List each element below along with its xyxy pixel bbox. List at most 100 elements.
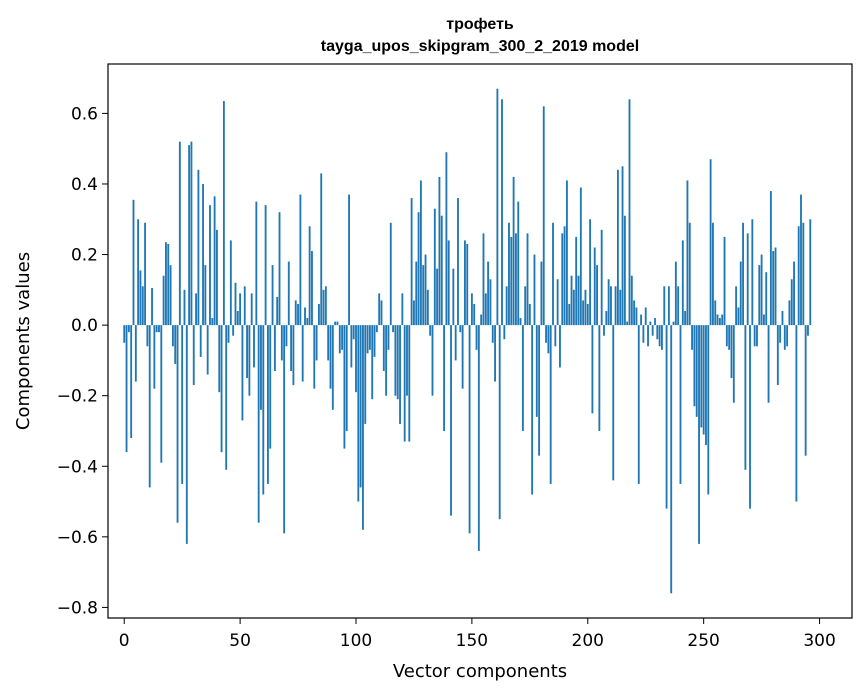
bar-157 (487, 261, 490, 326)
bar-283 (779, 325, 782, 343)
bar-5 (134, 325, 137, 382)
bar-239 (677, 286, 680, 326)
bar-135 (436, 268, 439, 326)
bar-136 (438, 176, 441, 326)
bar-253 (709, 159, 712, 326)
bar-94 (341, 325, 344, 350)
bar-210 (610, 286, 612, 326)
bar-81 (311, 251, 313, 326)
bar-196 (577, 275, 580, 326)
bar-128 (419, 180, 422, 326)
bar-97 (348, 194, 350, 326)
bar-242 (684, 311, 687, 326)
bar-229 (654, 318, 656, 326)
bar-194 (572, 289, 575, 326)
bar-197 (579, 187, 582, 326)
bar-268 (744, 325, 747, 470)
bar-172 (521, 325, 524, 431)
bar-140 (447, 240, 450, 326)
bar-158 (489, 279, 492, 326)
bar-162 (498, 325, 501, 520)
bar-251 (705, 325, 707, 446)
bar-91 (334, 321, 337, 326)
bar-30 (192, 325, 195, 386)
x-tick-label: 0 (119, 631, 130, 651)
bar-184 (549, 325, 552, 484)
bar-272 (753, 325, 756, 347)
bar-104 (364, 325, 367, 424)
bar-99 (352, 325, 355, 340)
bar-139 (445, 152, 448, 326)
bar-192 (568, 303, 571, 326)
bar-235 (667, 286, 670, 326)
bar-166 (508, 222, 510, 326)
bar-145 (459, 325, 462, 333)
bar-233 (663, 286, 666, 326)
bar-257 (718, 318, 721, 326)
bar-1 (125, 325, 128, 453)
bar-39 (213, 196, 216, 326)
bar-191 (565, 180, 568, 326)
bar-101 (357, 325, 360, 502)
bar-9 (144, 222, 147, 326)
bar-182 (545, 325, 547, 343)
bar-287 (788, 300, 791, 326)
bar-293 (802, 222, 805, 326)
bar-20 (169, 265, 172, 326)
bar-110 (378, 293, 381, 326)
bar-170 (517, 201, 520, 326)
bar-90 (331, 325, 334, 410)
x-tick-label: 250 (687, 631, 719, 651)
bar-83 (315, 325, 318, 361)
bar-150 (470, 293, 473, 326)
bar-175 (528, 303, 531, 326)
bar-147 (464, 240, 466, 326)
bar-169 (515, 233, 517, 326)
bar-127 (417, 212, 420, 326)
bar-199 (584, 289, 587, 326)
bar-292 (800, 194, 802, 326)
bar-32 (197, 169, 200, 326)
bar-236 (670, 325, 673, 594)
bar-113 (385, 325, 388, 396)
bar-27 (185, 325, 188, 544)
bar-115 (389, 222, 392, 326)
bar-105 (366, 325, 369, 354)
bar-19 (167, 243, 170, 326)
bar-75 (297, 303, 299, 326)
bar-187 (556, 279, 559, 326)
bar-12 (151, 288, 153, 326)
bar-275 (760, 254, 763, 326)
bar-78 (304, 307, 306, 326)
bar-98 (350, 325, 353, 368)
bar-63 (269, 325, 272, 449)
bar-222 (637, 325, 640, 484)
bar-108 (373, 325, 376, 357)
bar-159 (491, 325, 494, 343)
bar-43 (222, 101, 225, 326)
bar-260 (725, 325, 728, 347)
bar-258 (721, 314, 724, 326)
bar-146 (461, 325, 464, 389)
bar-61 (264, 205, 267, 326)
bar-271 (751, 219, 754, 326)
bar-217 (626, 321, 629, 326)
y-axis-ticks: −0.8 −0.6 −0.4 −0.2 0.0 0.2 0.4 0.6 (57, 104, 108, 618)
x-axis-label: Vector components (393, 661, 567, 682)
bar-13 (153, 325, 156, 389)
bar-227 (649, 321, 652, 326)
bar-164 (503, 325, 506, 340)
bar-55 (250, 293, 253, 326)
x-tick-label: 50 (229, 631, 251, 651)
bar-215 (621, 166, 624, 326)
bar-165 (505, 286, 508, 326)
bar-180 (540, 261, 543, 326)
bar-37 (209, 205, 211, 326)
bar-59 (260, 325, 262, 410)
bar-64 (271, 265, 274, 326)
bar-202 (591, 325, 594, 414)
bar-247 (695, 325, 698, 417)
bar-208 (605, 311, 608, 326)
bar-142 (452, 268, 455, 326)
bar-76 (299, 194, 302, 326)
